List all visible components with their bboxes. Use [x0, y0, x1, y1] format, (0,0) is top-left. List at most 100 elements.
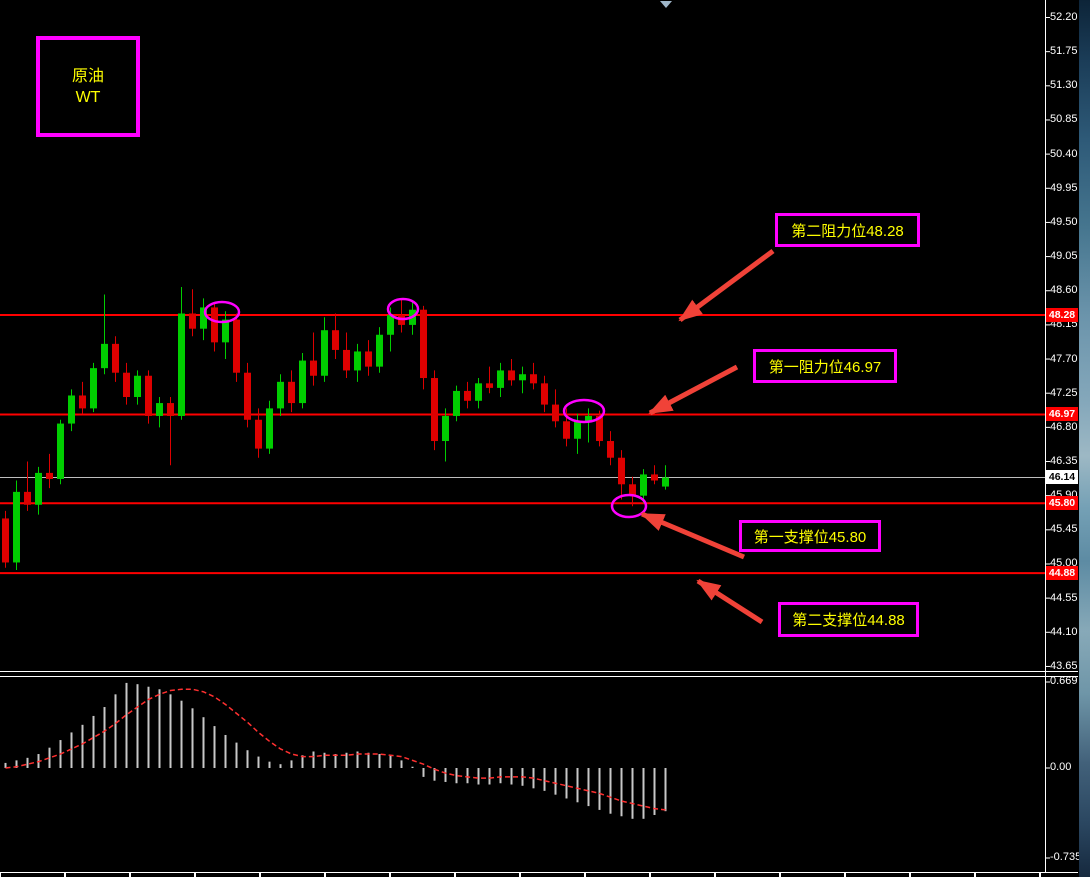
- candlestick: [178, 313, 185, 416]
- price-axis-tick: [1045, 153, 1050, 155]
- time-axis-tick: [0, 873, 1, 877]
- symbol-title-box[interactable]: 原油 WT: [36, 36, 140, 137]
- candlestick: [288, 381, 295, 404]
- macd-histogram-bar: [48, 747, 51, 768]
- price-tick-label: 49.05: [1050, 250, 1078, 263]
- support1-annotation-box[interactable]: 第一支撑位45.80: [739, 520, 881, 552]
- time-axis-tick: [64, 873, 66, 877]
- candlestick: [299, 360, 306, 404]
- candlestick: [420, 309, 427, 379]
- candlestick: [101, 343, 108, 369]
- macd-histogram-bar: [554, 768, 557, 795]
- highlight-ellipse[interactable]: [610, 493, 648, 519]
- time-axis[interactable]: [0, 871, 1078, 877]
- macd-histogram-bar: [103, 707, 106, 768]
- annotation-arrow[interactable]: [696, 578, 764, 625]
- resistance1-annotation-box[interactable]: 第一阻力位46.97: [753, 349, 897, 383]
- candlestick: [585, 415, 592, 422]
- macd-histogram-bar: [224, 734, 227, 768]
- support2-price-badge: 44.88: [1046, 566, 1078, 580]
- symbol-title-line1: 原油: [71, 67, 104, 85]
- annotation-arrow[interactable]: [640, 511, 745, 560]
- candlestick: [244, 372, 251, 420]
- candlestick: [13, 491, 20, 563]
- price-tick-label: 47.70: [1050, 352, 1078, 365]
- macd-histogram-bar: [169, 694, 172, 768]
- time-axis-tick: [844, 873, 846, 877]
- macd-histogram-bar: [312, 751, 315, 768]
- time-axis-tick: [1039, 873, 1041, 877]
- macd-histogram-bar: [466, 768, 469, 784]
- candlestick: [486, 383, 493, 388]
- macd-histogram-bar: [114, 694, 117, 768]
- indicator-axis-tick: [1045, 767, 1050, 769]
- macd-histogram-bar: [268, 761, 271, 768]
- candlestick: [541, 383, 548, 405]
- macd-histogram-bar: [301, 755, 304, 768]
- price-axis-tick: [1045, 290, 1050, 292]
- candlestick: [46, 472, 53, 479]
- indicator-axis-tick: [1045, 681, 1050, 683]
- price-tick-label: 46.35: [1050, 455, 1078, 467]
- highlight-ellipse[interactable]: [386, 297, 420, 321]
- price-tick-label: 44.10: [1050, 625, 1078, 638]
- resistance2-annotation-box[interactable]: 第二阻力位48.28: [775, 213, 920, 247]
- price-axis-tick: [1045, 563, 1050, 565]
- price-tick-label: 47.25: [1050, 386, 1078, 399]
- time-axis-tick: [129, 873, 131, 877]
- macd-histogram-bar: [180, 700, 183, 768]
- time-axis-tick: [649, 873, 651, 877]
- macd-histogram-bar: [323, 752, 326, 768]
- resistance1-annotation-text: 第一阻力位46.97: [768, 358, 882, 376]
- candlestick: [508, 370, 515, 381]
- price-axis[interactable]: [1045, 0, 1079, 871]
- annotation-arrow[interactable]: [648, 364, 739, 416]
- time-axis-tick: [324, 873, 326, 877]
- candlestick: [35, 472, 42, 505]
- candlestick: [651, 474, 658, 481]
- price-axis-tick: [1045, 119, 1050, 121]
- macd-histogram-bar: [4, 762, 7, 768]
- time-axis-tick: [194, 873, 196, 877]
- macd-histogram-bar: [81, 724, 84, 768]
- macd-histogram-bar: [598, 768, 601, 810]
- price-tick-label: 52.20: [1050, 11, 1078, 23]
- candlestick: [79, 395, 86, 409]
- candlestick: [24, 491, 31, 505]
- time-axis-tick: [389, 873, 391, 877]
- indicator-axis-tick: [1045, 857, 1050, 859]
- macd-histogram-bar: [631, 768, 634, 819]
- macd-histogram-bar: [664, 768, 667, 812]
- macd-histogram-bar: [235, 742, 238, 768]
- price-axis-tick: [1045, 426, 1050, 428]
- candlestick: [497, 370, 504, 388]
- candlestick: [233, 319, 240, 373]
- macd-histogram-bar: [587, 768, 590, 807]
- pane-splitter[interactable]: [0, 669, 1078, 678]
- candlestick: [57, 423, 64, 479]
- macd-histogram-bar: [70, 732, 73, 768]
- support2-annotation-box[interactable]: 第二支撑位44.88: [778, 602, 919, 637]
- macd-histogram-bar: [147, 686, 150, 768]
- time-axis-tick: [259, 873, 261, 877]
- macd-histogram-bar: [477, 768, 480, 785]
- highlight-ellipse[interactable]: [203, 300, 241, 324]
- candlestick: [90, 368, 97, 409]
- candlestick: [453, 390, 460, 416]
- candlestick: [519, 374, 526, 381]
- price-axis-tick: [1045, 529, 1050, 531]
- macd-histogram-bar: [576, 768, 579, 803]
- candlestick: [607, 441, 614, 458]
- resistance2-annotation-text: 第二阻力位48.28: [791, 222, 904, 240]
- candlestick: [640, 474, 647, 496]
- macd-histogram-bar: [411, 766, 414, 768]
- price-axis-tick: [1045, 51, 1050, 53]
- annotation-arrow[interactable]: [678, 248, 775, 323]
- candlestick: [68, 395, 75, 424]
- time-axis-tick: [909, 873, 911, 877]
- macd-histogram-bar: [257, 756, 260, 768]
- candlestick: [464, 390, 471, 401]
- time-axis-tick: [519, 873, 521, 877]
- highlight-ellipse[interactable]: [562, 398, 606, 424]
